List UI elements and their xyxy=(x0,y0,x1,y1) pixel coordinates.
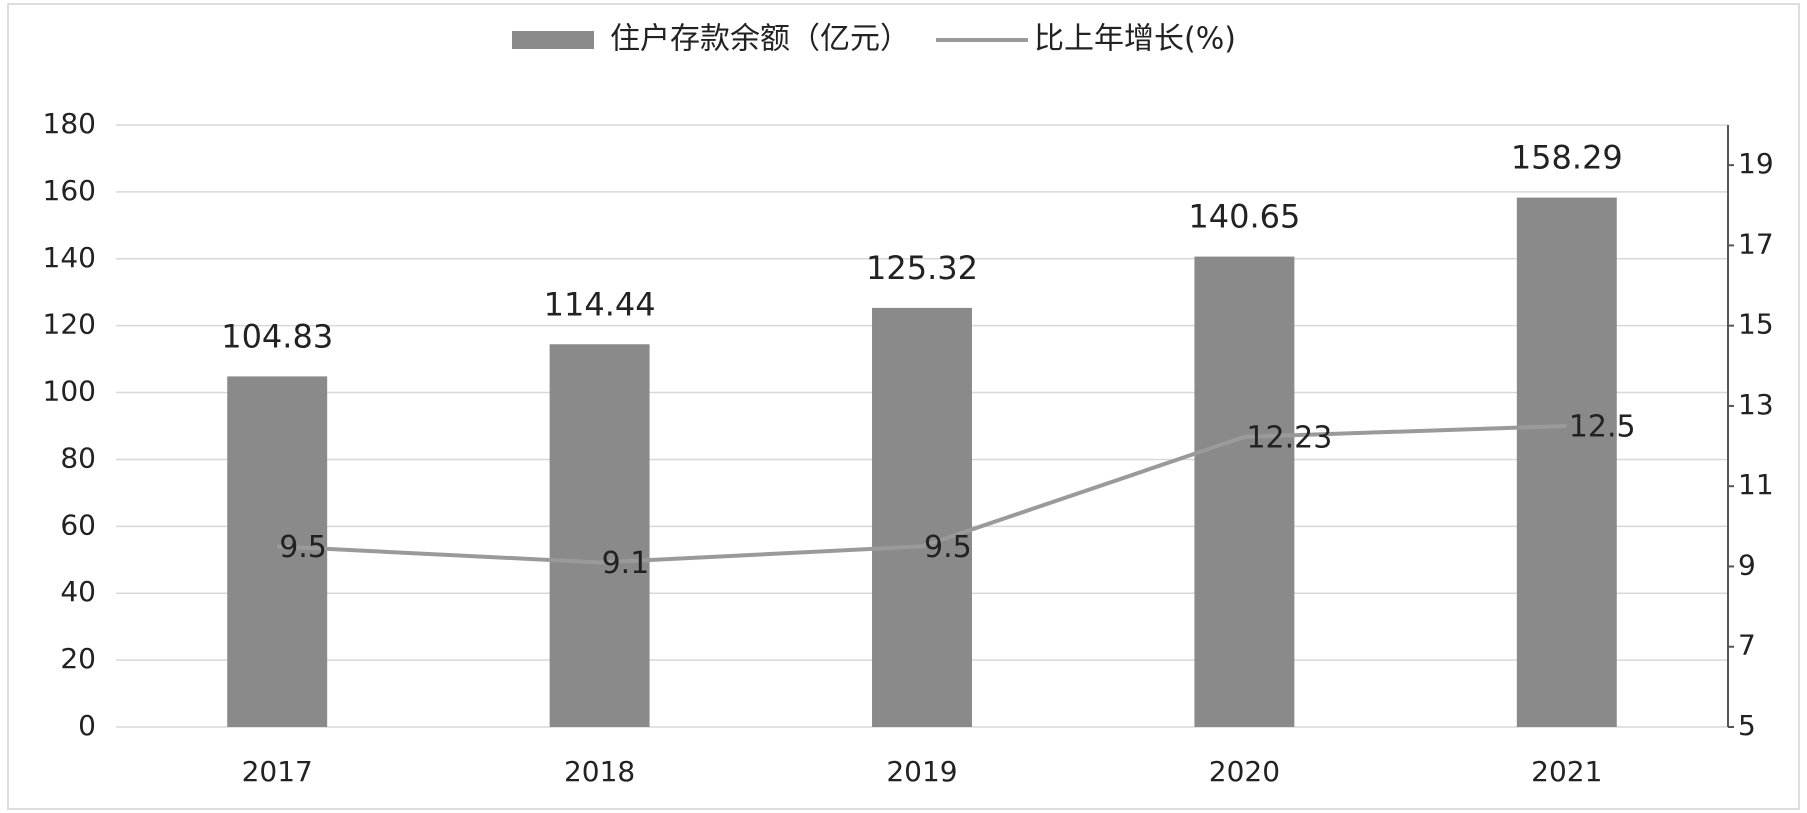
y2-tick-label: 15 xyxy=(1738,308,1774,341)
y2-tick-label: 9 xyxy=(1738,548,1756,581)
bar-value-label: 114.44 xyxy=(544,285,656,323)
bar xyxy=(549,344,650,727)
y-tick-label: 140 xyxy=(43,241,96,274)
legend-swatch xyxy=(512,31,594,49)
y-tick-label: 80 xyxy=(60,441,96,474)
y-tick-label: 100 xyxy=(43,375,96,408)
y2-tick-label: 17 xyxy=(1738,227,1774,260)
y2-tick-label: 11 xyxy=(1738,468,1774,501)
bar-value-label: 158.29 xyxy=(1511,139,1623,177)
frame xyxy=(7,3,1800,810)
x-tick-label: 2021 xyxy=(1531,755,1602,788)
y-tick-label: 180 xyxy=(43,107,96,140)
bar xyxy=(1194,256,1295,727)
line xyxy=(277,424,1567,565)
bar xyxy=(1516,197,1617,727)
y2-tick-label: 5 xyxy=(1738,709,1756,742)
x-tick-label: 2018 xyxy=(564,755,635,788)
y-tick-label: 20 xyxy=(60,642,96,675)
x-tick-label: 2019 xyxy=(886,755,957,788)
bar-value-label: 140.65 xyxy=(1188,198,1300,236)
line-value-label: 9.1 xyxy=(602,546,650,581)
bar-value-label: 104.83 xyxy=(221,317,333,355)
bar xyxy=(227,376,328,727)
x-tick-label: 2017 xyxy=(242,755,313,788)
bar xyxy=(872,307,972,727)
line-value-label: 12.23 xyxy=(1246,420,1332,455)
line-value-label: 9.5 xyxy=(279,530,327,565)
y-tick-label: 60 xyxy=(60,508,96,541)
legend: 住户存款余额（亿元） 比上年增长(%) xyxy=(512,22,1236,57)
y-tick-label: 0 xyxy=(78,709,96,742)
bar-value-label: 125.32 xyxy=(866,249,978,287)
y2-tick-label: 7 xyxy=(1738,629,1756,662)
y2-tick-label: 13 xyxy=(1738,388,1774,421)
y-tick-label: 40 xyxy=(60,575,96,608)
legend-label: 住户存款余额（亿元） xyxy=(610,22,910,57)
line-value-label: 12.5 xyxy=(1569,410,1636,445)
legend-label: 比上年增长(%) xyxy=(1034,22,1236,57)
y-tick-label: 120 xyxy=(43,308,96,341)
y-tick-label: 160 xyxy=(43,174,96,207)
line-value-label: 9.5 xyxy=(924,530,972,565)
y2-tick-label: 19 xyxy=(1738,147,1774,180)
x-tick-label: 2020 xyxy=(1209,755,1280,788)
